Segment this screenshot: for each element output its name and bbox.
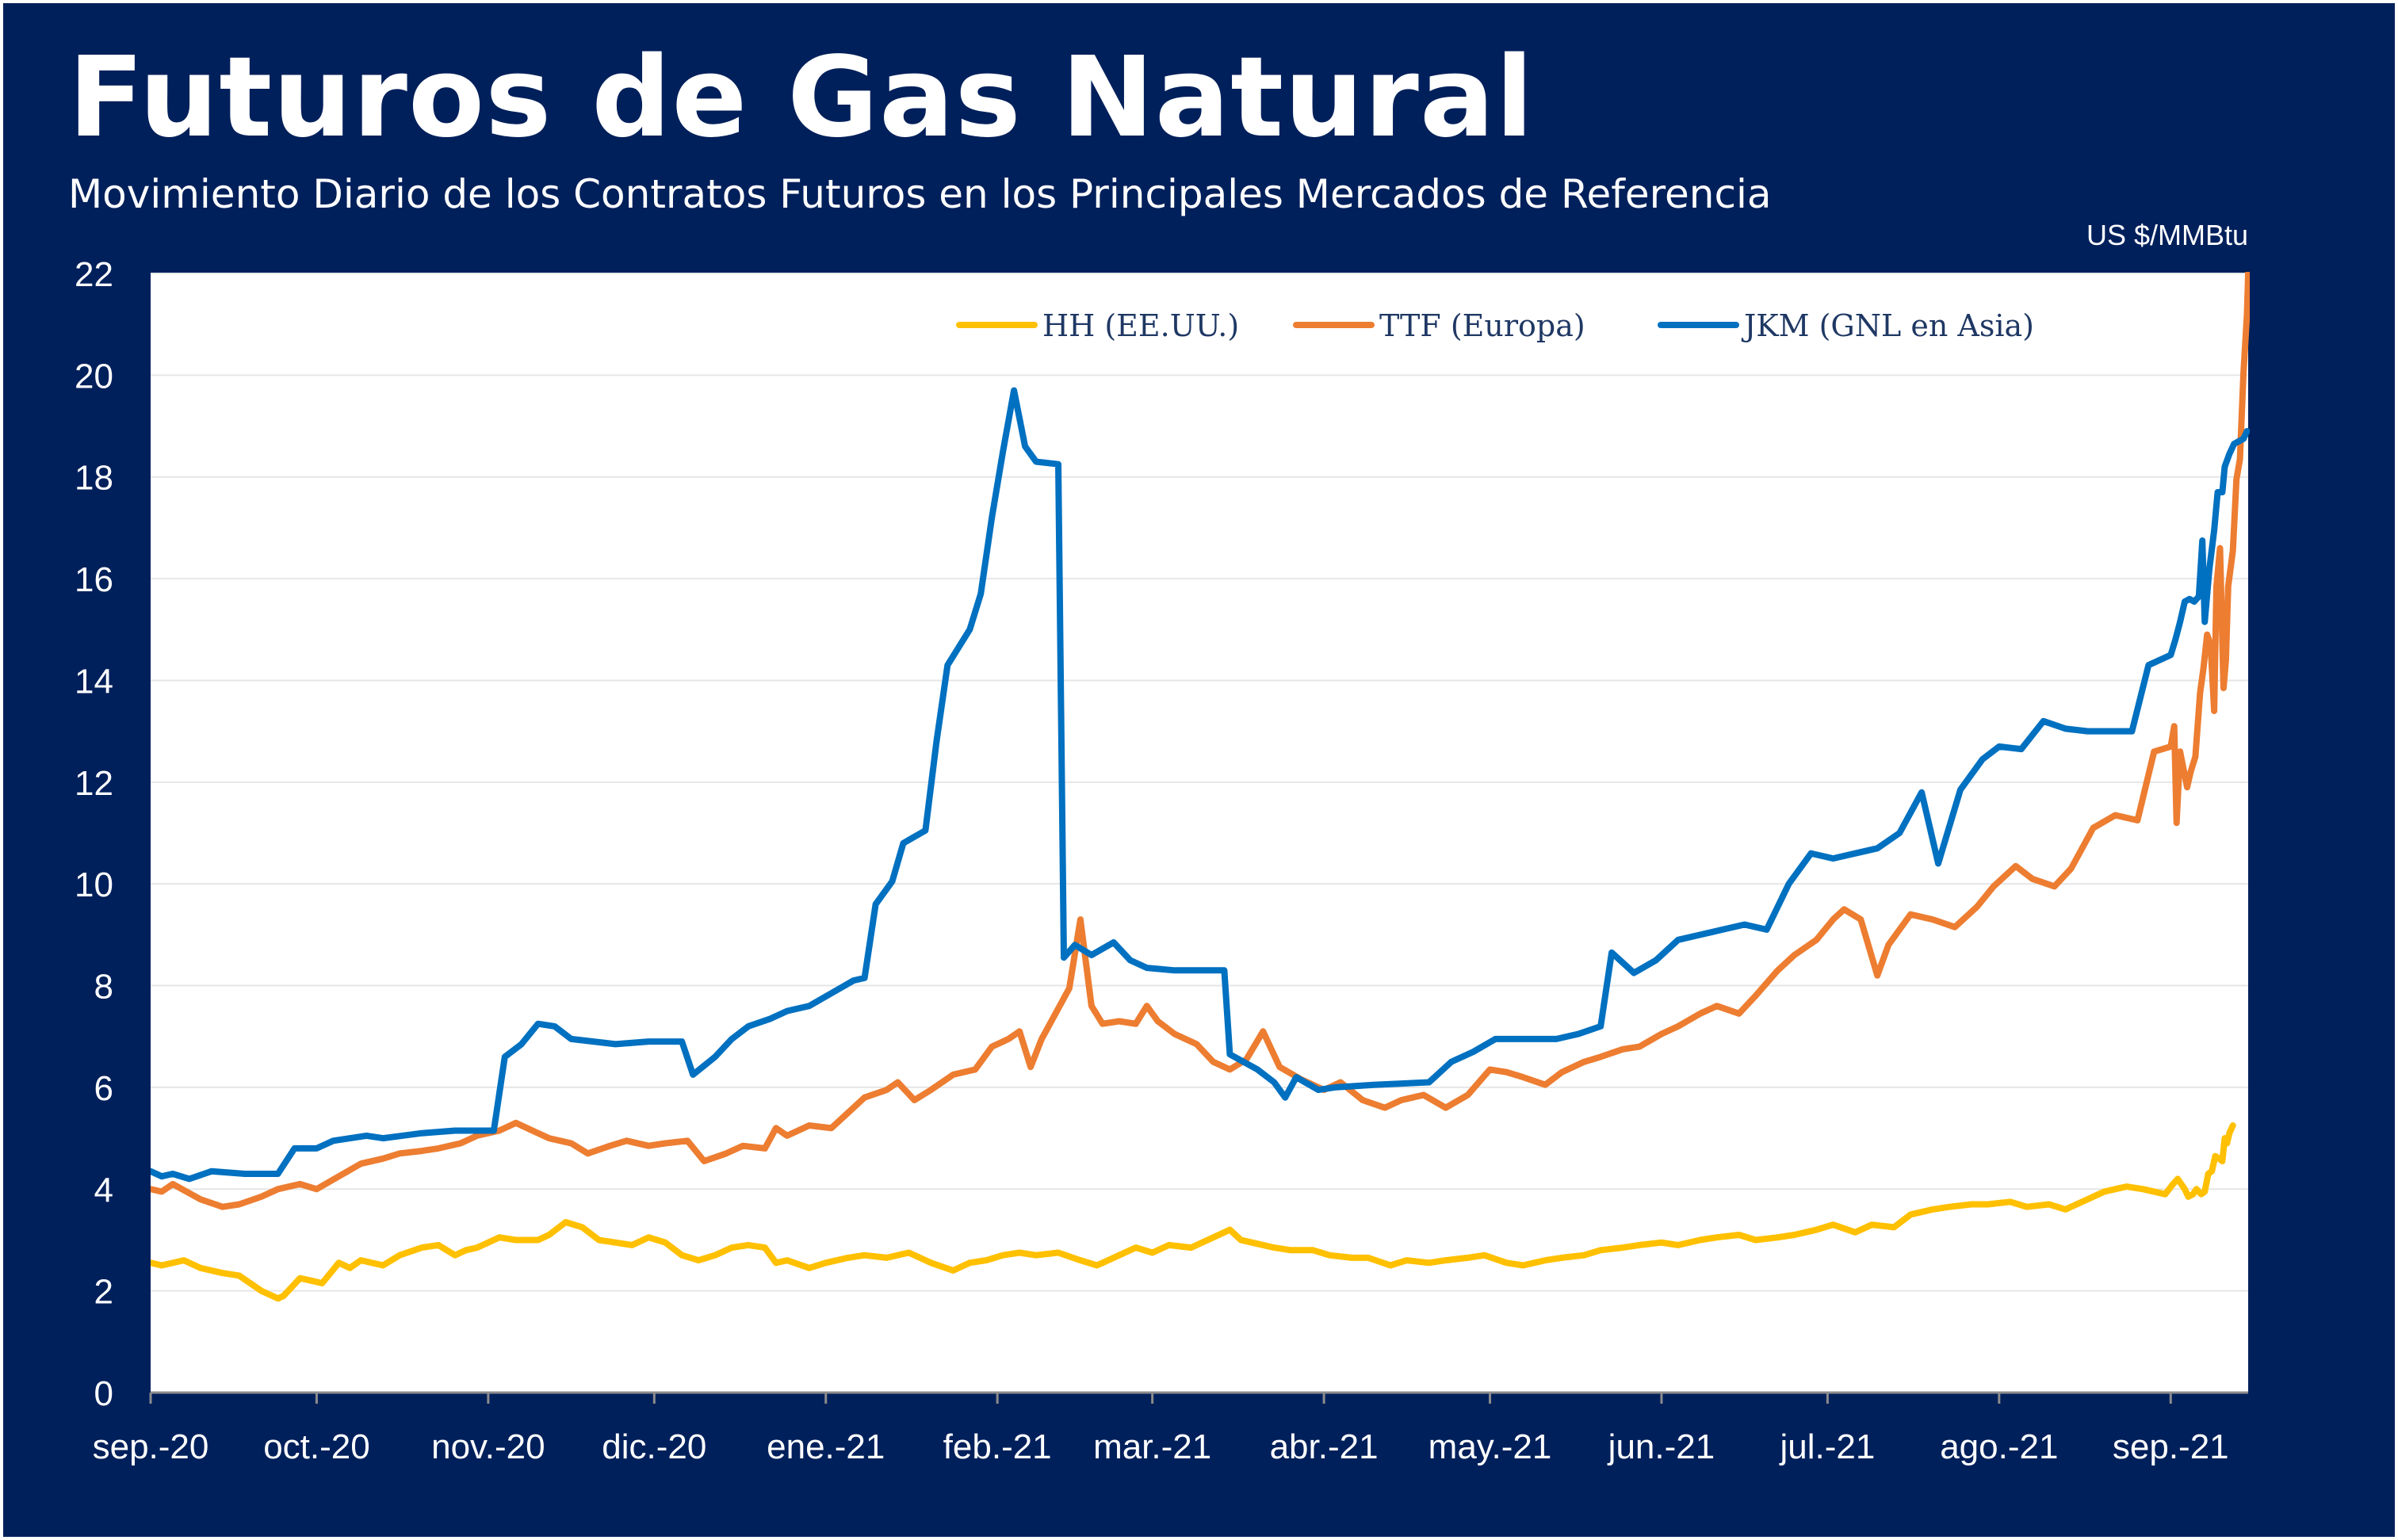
series-line-hh	[151, 1122, 2236, 1302]
legend-label-jkm: JKM (GNL en Asia)	[1741, 308, 2034, 343]
x-tick-label: oct.-20	[263, 1427, 370, 1466]
y-tick-label: 8	[94, 968, 113, 1007]
x-tick-label: feb.-21	[943, 1427, 1052, 1466]
x-tick-label: dic.-20	[602, 1427, 706, 1466]
x-tick-label: ago.-21	[1940, 1427, 2058, 1466]
x-tick-label: abr.-21	[1270, 1427, 1379, 1466]
x-tick-label: ene.-21	[767, 1427, 885, 1466]
chart-title: Futuros de Gas Natural	[68, 33, 1535, 162]
legend-label-hh: HH (EE.UU.)	[1042, 308, 1239, 343]
y-tick-label: 0	[94, 1374, 113, 1413]
y-tick-label: 16	[75, 560, 113, 599]
legend-label-ttf: TTF (Europa)	[1379, 308, 1585, 343]
y-tick-label: 6	[94, 1069, 113, 1108]
y-tick-label: 18	[75, 459, 113, 498]
chart-subtitle: Movimiento Diario de los Contratos Futur…	[68, 171, 1772, 217]
y-tick-label: 4	[94, 1171, 113, 1209]
series-line-jkm	[151, 387, 2250, 1183]
x-tick-label: jul.-21	[1778, 1427, 1875, 1466]
x-tick-label: sep.-20	[93, 1427, 209, 1466]
x-tick-label: nov.-20	[431, 1427, 545, 1466]
y-tick-label: 2	[94, 1273, 113, 1312]
y-tick-label: 20	[75, 357, 113, 396]
x-tick-label: may.-21	[1428, 1427, 1552, 1466]
x-tick-label: sep.-21	[2113, 1427, 2229, 1466]
y-tick-label: 22	[75, 255, 113, 294]
x-tick-label: jun.-21	[1607, 1427, 1715, 1466]
y-axis-unit: US $/MMBtu	[2086, 219, 2248, 251]
y-tick-label: 12	[75, 764, 113, 803]
x-tick-label: mar.-21	[1093, 1427, 1211, 1466]
y-tick-label: 14	[75, 662, 113, 701]
y-tick-label: 10	[75, 866, 113, 904]
